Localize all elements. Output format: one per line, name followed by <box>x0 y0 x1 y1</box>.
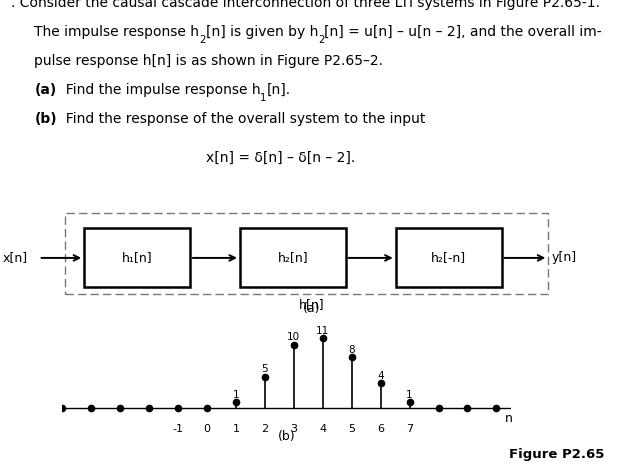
Text: Figure P2.65: Figure P2.65 <box>509 448 604 461</box>
Text: (b): (b) <box>34 111 57 125</box>
Text: . Consider the causal cascade interconnection of three LTI systems in Figure P2.: . Consider the causal cascade interconne… <box>11 0 600 10</box>
Text: The impulse response h: The impulse response h <box>34 25 199 39</box>
Text: 2: 2 <box>318 35 325 45</box>
Text: h₂[-n]: h₂[-n] <box>431 251 466 264</box>
Text: 1: 1 <box>406 390 413 400</box>
Text: h[n]: h[n] <box>298 298 325 311</box>
Text: Find the response of the overall system to the input: Find the response of the overall system … <box>57 111 426 125</box>
Text: (a): (a) <box>303 302 320 314</box>
Text: 2: 2 <box>199 35 206 45</box>
Bar <box>65 213 548 294</box>
Text: 1: 1 <box>232 390 239 400</box>
Text: 5: 5 <box>262 364 268 374</box>
Text: x[n]: x[n] <box>3 251 28 264</box>
Bar <box>84 228 190 287</box>
Text: [n].: [n]. <box>267 83 291 97</box>
Text: 4: 4 <box>378 371 384 380</box>
Text: (a): (a) <box>34 83 57 97</box>
Bar <box>240 228 346 287</box>
Text: h₁[n]: h₁[n] <box>121 251 153 264</box>
Text: (b): (b) <box>278 430 295 443</box>
Text: 8: 8 <box>348 345 355 355</box>
Text: 10: 10 <box>287 332 300 343</box>
Bar <box>396 228 502 287</box>
Text: x[n] = δ[n] – δ[n – 2].: x[n] = δ[n] – δ[n – 2]. <box>206 151 355 165</box>
Text: [n] is given by h: [n] is given by h <box>206 25 318 39</box>
Text: n: n <box>505 412 513 424</box>
Text: 11: 11 <box>316 326 330 336</box>
Text: 1: 1 <box>260 93 267 103</box>
Text: Find the impulse response h: Find the impulse response h <box>57 83 260 97</box>
Text: pulse response h[n] is as shown in Figure P2.65–2.: pulse response h[n] is as shown in Figur… <box>34 54 383 68</box>
Text: y[n]: y[n] <box>551 251 576 264</box>
Text: h₂[n]: h₂[n] <box>277 251 308 264</box>
Text: [n] = u[n] – u[n – 2], and the overall im-: [n] = u[n] – u[n – 2], and the overall i… <box>325 25 602 39</box>
